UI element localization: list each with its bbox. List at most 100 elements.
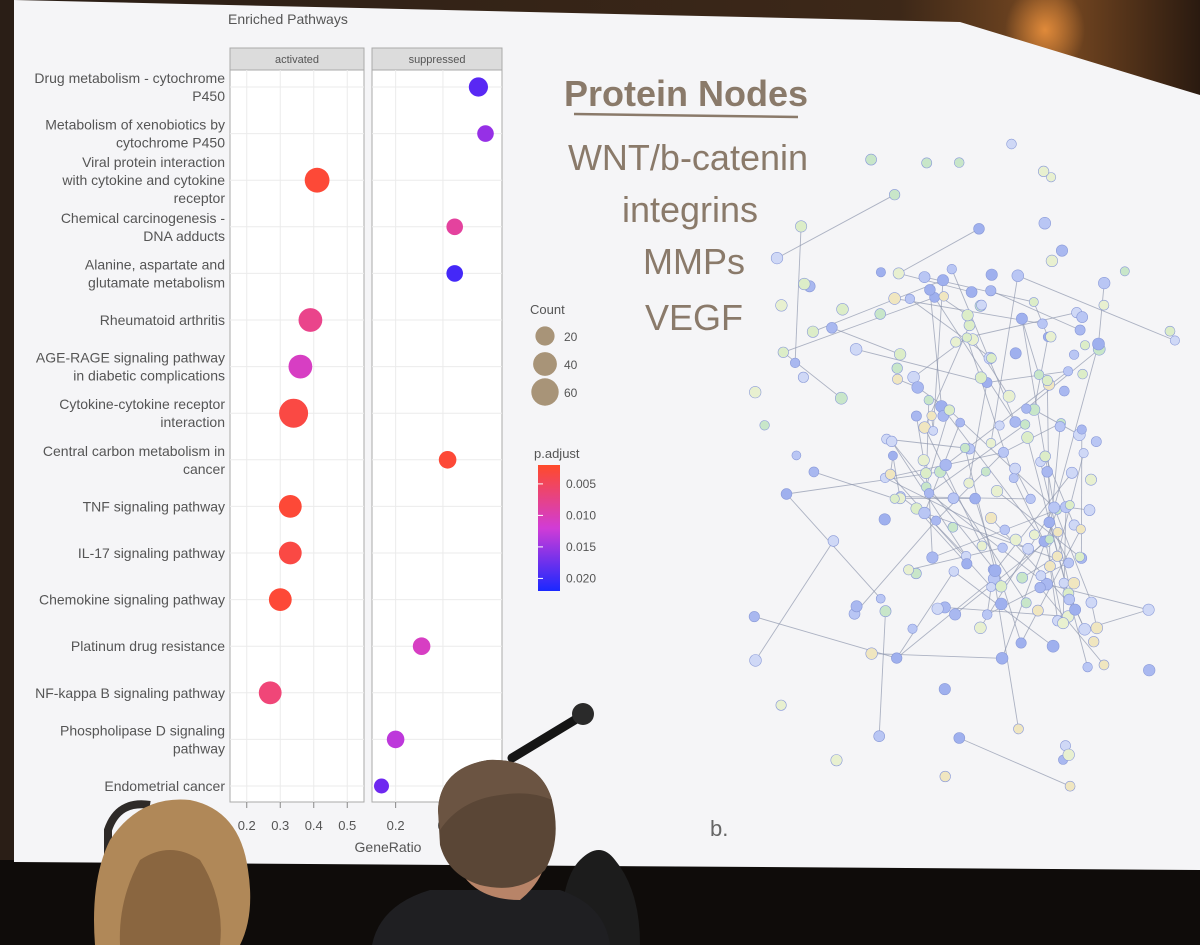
network-node [947,521,959,533]
protein-node-item-2: integrins [622,189,758,230]
network-node [1013,723,1024,735]
network-node [1056,244,1069,257]
network-node [985,268,998,281]
network-node [1035,570,1047,582]
network-edge [980,507,1055,629]
network-node [939,458,952,472]
network-node [931,602,944,615]
network-node [892,373,903,385]
x-tick-label: 0.5 [338,818,356,833]
microphone-head [572,703,594,725]
p-adjust-legend: p.adjust 0.005 0.010 0.015 0.020 [534,446,596,591]
network-node [1069,603,1081,616]
data-point [258,681,282,705]
network-node [918,506,931,520]
protein-node-item-1: WNT/b-catenin [568,137,808,178]
network-node [888,292,901,305]
data-point [468,77,488,97]
network-edge [892,455,901,499]
network-node [775,699,787,711]
network-node [1022,542,1034,555]
network-edge [949,409,1055,508]
network-node [886,435,898,448]
network-node [889,493,900,504]
data-point [268,588,292,611]
network-node [930,515,941,526]
network-edge [1026,348,1100,409]
network-node [1058,577,1070,589]
figure-label: b. [710,816,728,841]
network-node [998,446,1009,458]
network-edge [986,370,1069,383]
network-edge [1000,540,1045,587]
pathway-label: AGE-RAGE signaling pathway [36,350,225,366]
network-node [891,362,903,374]
panel-suppressed: suppressed 0.20. [371,47,503,833]
person-left-hair-shade [119,850,221,945]
network-edge [813,471,895,500]
pathway-label: Cytokine-cytokine receptor [59,396,225,412]
network-node [939,770,951,783]
panel-activated-grid [230,70,364,802]
data-point [279,398,309,428]
network-node [789,357,801,369]
count-legend: Count 20 40 60 [530,302,578,406]
network-edge [794,226,802,363]
network-node [995,597,1008,611]
network-node [973,223,985,235]
network-edge [1017,275,1176,341]
network-node [1090,621,1104,635]
data-point [288,354,313,379]
count-legend-title: Count [530,302,565,317]
network-edge [992,569,1019,729]
network-node [1046,639,1060,653]
network-node [878,513,891,526]
network-edge [1013,477,1045,542]
network-node [904,293,916,305]
network-node [1041,374,1053,386]
network-edge [1021,318,1040,375]
network-node [1034,581,1046,594]
network-node [1063,593,1076,606]
network-node [892,267,905,280]
network-edge [1001,509,1058,659]
network-node [1076,424,1087,435]
network-edge [886,438,966,449]
network-node [961,332,972,343]
network-edge [776,194,895,259]
count-legend-label: 40 [564,358,578,372]
pathway-label: cytochrome P450 [116,135,225,151]
network-edge [854,520,937,615]
network-node [777,346,789,358]
network-node [826,322,838,334]
pathway-label: with cytokine and cytokine [61,172,225,188]
network-edge [909,298,992,359]
count-legend-dot [535,326,555,346]
network-node [1029,529,1040,541]
network-edge [1053,343,1099,508]
network-edge [924,325,970,428]
network-node [1020,597,1032,609]
panel-suppressed-dots [374,77,494,794]
network-node [1074,551,1085,562]
network-node [926,410,937,421]
network-node [827,535,840,547]
network-node [990,485,1004,498]
network-node [1119,266,1130,277]
pathway-label: Alanine, aspartate and [85,256,225,272]
protein-node-item-3: MMPs [643,241,745,282]
network-edge [1027,437,1069,594]
network-node [749,654,762,667]
network-node [1019,419,1031,430]
pathway-label: Chemical carcinogenesis - [61,210,226,226]
network-node [1077,368,1088,380]
network-node [884,468,896,480]
data-point [446,218,464,236]
network-edge [1049,566,1059,621]
network-node [1164,325,1176,337]
network-edge [1098,283,1105,345]
network-node [1169,335,1180,346]
network-node [865,153,877,166]
pathway-label: Drug metabolism - cytochrome [34,70,225,86]
network-node [974,621,987,634]
